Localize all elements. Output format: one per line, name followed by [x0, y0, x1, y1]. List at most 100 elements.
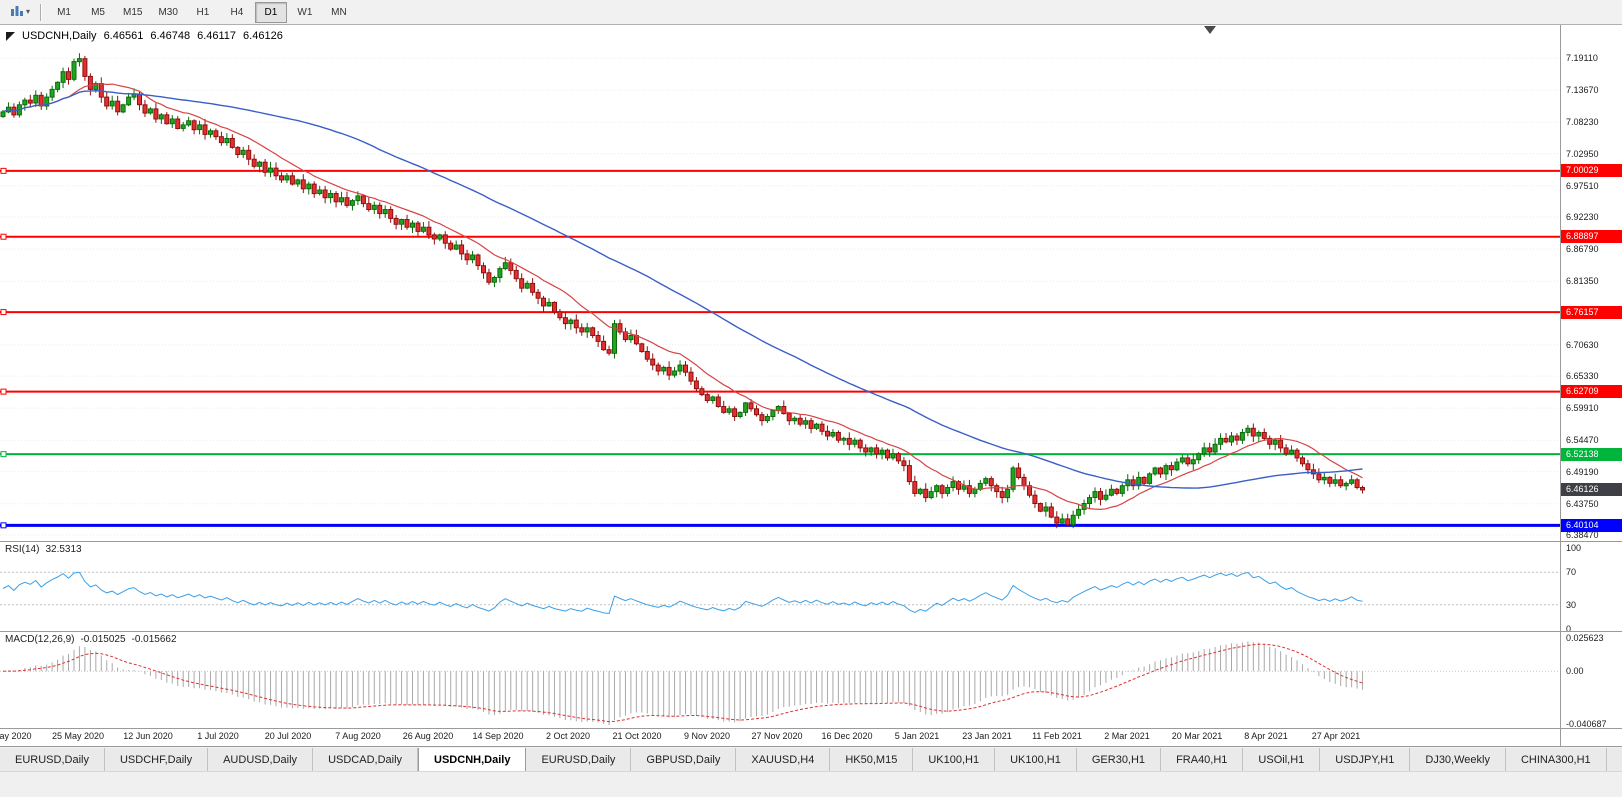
rsi-axis-tick: 0	[1566, 624, 1572, 634]
pane-divider[interactable]	[0, 541, 1622, 542]
macd-chart[interactable]	[0, 631, 1560, 728]
date-axis-label: 9 Nov 2020	[683, 731, 731, 741]
price-axis-tick: 6.43750	[1566, 498, 1599, 509]
chart-tab-dj30-weekly[interactable]: DJ30,Weekly	[1410, 748, 1506, 771]
pane-divider[interactable]	[0, 631, 1622, 632]
date-axis-label: 16 Dec 2020	[821, 731, 873, 741]
chart-tab-audusd-daily[interactable]: AUDUSD,Daily	[208, 748, 314, 771]
chart-title: USDCNH,Daily	[22, 30, 97, 42]
price-axis-tick: 6.65330	[1566, 371, 1599, 382]
timeframe-button-mn[interactable]: MN	[331, 6, 347, 18]
chart-tab-hk50-m15[interactable]: HK50,M15	[830, 748, 914, 771]
chart-tab-gbpusd-daily[interactable]: GBPUSD,Daily	[631, 748, 737, 771]
macd-indicator-pane[interactable]: MACD(12,26,9) -0.015025 -0.015662	[0, 631, 1560, 728]
date-axis-label: 23 Jan 2021	[962, 731, 1012, 741]
price-chart-pane[interactable]: USDCNH,Daily 6.46561 6.46748 6.46117 6.4…	[0, 25, 1560, 541]
price-axis-tick: 7.13670	[1566, 85, 1599, 96]
price-axis-tick: 6.54470	[1566, 435, 1599, 446]
date-axis-label: 20 Mar 2021	[1171, 731, 1223, 741]
price-axis-tick: 7.02950	[1566, 148, 1599, 159]
macd-axis-tick: 0.025623	[1566, 633, 1604, 643]
chart-tab-xauusd-h4[interactable]: XAUUSD,H4	[736, 748, 831, 771]
price-axis-tick: 6.92230	[1566, 212, 1599, 222]
timeframe-button-m30[interactable]: M30	[158, 6, 178, 18]
date-axis-label: 2 Mar 2021	[1104, 731, 1150, 741]
date-axis-label: 20 Jul 2020	[264, 731, 312, 741]
chart-tab-uk100-h1[interactable]: UK100,H1	[913, 748, 996, 771]
current-price-badge: 6.46126	[1561, 483, 1622, 497]
candlestick-chart[interactable]	[0, 25, 1560, 541]
macd-label: MACD(12,26,9) -0.015025 -0.015662	[5, 634, 177, 645]
level-price-badge: 7.00029	[1561, 164, 1622, 178]
chart-tab-usoil-h1[interactable]: USOil,H1	[1243, 748, 1321, 771]
macd-axis-tick: -0.040687	[1566, 719, 1607, 729]
date-axis[interactable]: 6 May 2020 25 May 2020 12 Jun 2020 1 Jul 20…	[0, 728, 1560, 746]
price-axis-tick: 6.59910	[1566, 403, 1599, 414]
rsi-axis-tick: 70	[1566, 567, 1577, 578]
rsi-axis-tick: 30	[1566, 599, 1577, 610]
ohlc-close: 6.46126	[243, 30, 283, 42]
timeframe-button-w1[interactable]: W1	[297, 6, 313, 18]
timeframe-button-h4[interactable]: H4	[230, 6, 244, 18]
date-axis-label: 12 Jun 2020	[123, 731, 173, 741]
chart-menu-button[interactable]: ▾	[5, 1, 35, 23]
date-axis-label: 21 Oct 2020	[612, 731, 662, 741]
rsi-indicator-pane[interactable]: RSI(14) 32.5313	[0, 541, 1560, 631]
price-axis[interactable]: 7.19110 7.13670 7.08230 7.02950 6.97510 6.922…	[1560, 25, 1622, 746]
date-axis-label: 14 Sep 2020	[472, 731, 524, 741]
price-axis-tick: 6.70630	[1566, 339, 1599, 350]
timeframe-button-m15[interactable]: M15	[123, 6, 143, 18]
level-price-badge: 6.76157	[1561, 305, 1622, 319]
price-axis-tick: 6.49190	[1566, 466, 1599, 477]
ohlc-low: 6.46117	[197, 30, 237, 42]
status-bar	[0, 771, 1622, 797]
chart-tab-u[interactable]: U	[1606, 748, 1622, 771]
date-axis-label: 2 Oct 2020	[545, 731, 591, 741]
chart-tab-uk100-h1[interactable]: UK100,H1	[995, 748, 1077, 771]
timeframe-button-m1[interactable]: M1	[57, 6, 71, 18]
chart-tab-ger30-h1[interactable]: GER30,H1	[1076, 748, 1162, 771]
price-axis-tick: 7.08230	[1566, 117, 1599, 128]
level-price-badge: 6.40104	[1561, 518, 1622, 532]
chart-header: USDCNH,Daily 6.46561 6.46748 6.46117 6.4…	[6, 30, 283, 42]
chart-tab-eurusd-daily[interactable]: EURUSD,Daily	[526, 748, 632, 771]
timeframe-button-h1[interactable]: H1	[196, 6, 210, 18]
date-axis-label: 7 Aug 2020	[335, 731, 381, 741]
chart-window: USDCNH,Daily 6.46561 6.46748 6.46117 6.4…	[0, 25, 1622, 747]
macd-value-main: -0.015025	[80, 634, 126, 645]
macd-name: MACD(12,26,9)	[5, 634, 75, 645]
chart-tab-usdcnh-daily[interactable]: USDCNH,Daily	[418, 748, 527, 771]
chart-tab-fra40-h1[interactable]: FRA40,H1	[1161, 748, 1244, 771]
price-axis-tick: 6.86790	[1566, 244, 1599, 255]
timeframe-button-m5[interactable]: M5	[91, 6, 105, 18]
chart-tab-china300-h1[interactable]: CHINA300,H1	[1505, 748, 1607, 771]
rsi-chart[interactable]	[0, 541, 1560, 631]
date-axis-label: 5 Jan 2021	[894, 731, 940, 741]
date-axis-label: 25 May 2020	[51, 731, 105, 741]
ohlc-high: 6.46748	[150, 30, 191, 42]
chart-tab-usdchf-daily[interactable]: USDCHF,Daily	[104, 748, 209, 771]
bar-chart-icon	[10, 3, 24, 21]
level-price-badge: 6.88897	[1561, 230, 1622, 244]
chart-tabs-bar: EURUSD,Daily USDCHF,Daily AUDUSD,Daily USDC…	[0, 748, 1622, 771]
date-axis-label: 26 Aug 2020	[402, 731, 454, 741]
symbol-marker-icon	[6, 31, 15, 41]
date-axis-label: 8 Apr 2021	[1244, 731, 1288, 741]
price-axis-tick: 6.38470	[1566, 530, 1599, 540]
price-axis-tick: 6.81350	[1566, 276, 1599, 287]
chart-tab-usdjpy-h1[interactable]: USDJPY,H1	[1320, 748, 1411, 771]
chart-tab-usdcad-daily[interactable]: USDCAD,Daily	[313, 748, 419, 771]
caret-down-icon: ▾	[26, 7, 31, 16]
price-axis-tick: 6.97510	[1566, 180, 1599, 191]
date-axis-label: 1 Jul 2020	[197, 731, 239, 741]
date-axis-label: 11 Feb 2021	[1032, 731, 1082, 741]
macd-axis-tick: 0.00	[1566, 666, 1584, 677]
rsi-axis-tick: 100	[1566, 543, 1582, 553]
pane-divider	[0, 728, 1622, 729]
timeframe-button-d1[interactable]: D1	[254, 1, 287, 23]
price-axis-tick: 7.19110	[1566, 53, 1598, 63]
rsi-label: RSI(14) 32.5313	[5, 544, 82, 555]
chart-shift-marker-icon[interactable]	[1204, 26, 1216, 34]
chart-tab-eurusd-daily[interactable]: EURUSD,Daily	[0, 748, 105, 771]
